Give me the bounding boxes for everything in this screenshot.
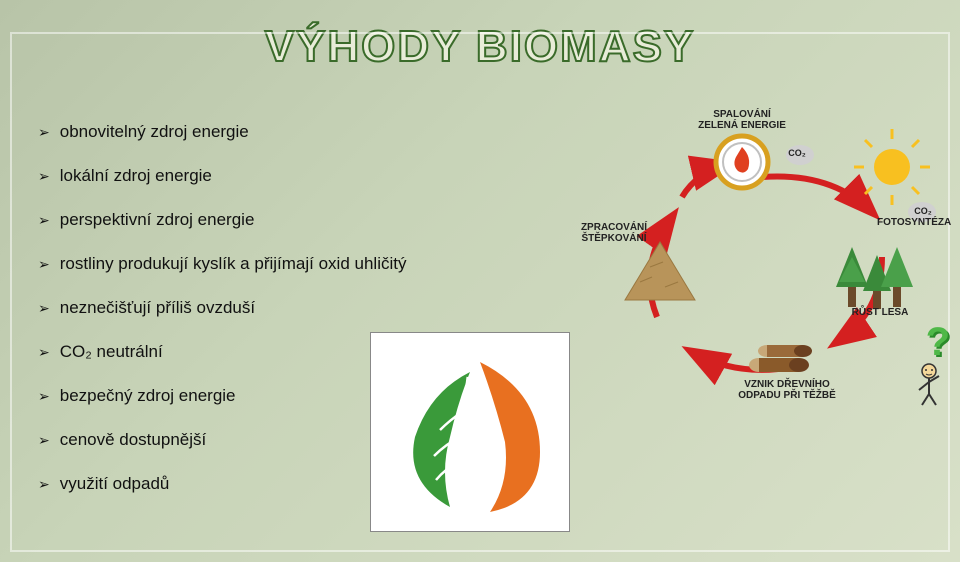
diagram-label-bottom: VZNIK DŘEVNÍHO ODPADU PŘI TĚŽBĚ: [732, 379, 842, 401]
bullet-text: CO₂ neutrální: [60, 342, 163, 362]
leaf-logo: [370, 332, 570, 532]
list-item: ➢ neznečišťují příliš ovzduší: [38, 298, 558, 318]
bullet-text: cenově dostupnější: [60, 430, 207, 450]
biomass-cycle-diagram: SPALOVÁNÍ ZELENÁ ENERGIE FOTOSYNTÉZA RŮS…: [582, 117, 942, 407]
co2-label: CO₂: [782, 149, 812, 159]
bullet-marker: ➢: [38, 344, 50, 361]
list-item: ➢ obnovitelný zdroj energie: [38, 122, 558, 142]
diagram-label-right: FOTOSYNTÉZA: [877, 217, 947, 228]
bullet-text: lokální zdroj energie: [60, 166, 212, 186]
bullet-marker: ➢: [38, 256, 50, 273]
bullet-marker: ➢: [38, 212, 50, 229]
list-item: ➢ rostliny produkují kyslík a přijímají o…: [38, 254, 558, 274]
bullet-marker: ➢: [38, 300, 50, 317]
leaf-flame-icon: [380, 342, 560, 522]
diagram-label-right2: RŮST LESA: [840, 307, 920, 318]
bullet-text: neznečišťují příliš ovzduší: [60, 298, 255, 318]
bullet-marker: ➢: [38, 388, 50, 405]
diagram-label-top: SPALOVÁNÍ ZELENÁ ENERGIE: [697, 109, 787, 131]
list-item: ➢ lokální zdroj energie: [38, 166, 558, 186]
bullet-marker: ➢: [38, 168, 50, 185]
bullet-marker: ➢: [38, 476, 50, 493]
person-icon: [912, 362, 946, 406]
list-item: ➢ perspektivní zdroj energie: [38, 210, 558, 230]
co2-label: CO₂: [908, 207, 938, 217]
bullet-text: rostliny produkují kyslík a přijímají ox…: [60, 254, 407, 274]
bullet-marker: ➢: [38, 124, 50, 141]
cycle-svg: [582, 117, 942, 407]
bullet-text: využití odpadů: [60, 474, 170, 494]
bullet-text: bezpečný zdroj energie: [60, 386, 236, 406]
question-mark-icon: ?: [926, 320, 950, 365]
diagram-label-left: ZPRACOVÁNÍ ŠTĚPKOVÁNÍ: [574, 222, 654, 244]
bullet-marker: ➢: [38, 432, 50, 449]
bullet-text: perspektivní zdroj energie: [60, 210, 255, 230]
bullet-text: obnovitelný zdroj energie: [60, 122, 249, 142]
